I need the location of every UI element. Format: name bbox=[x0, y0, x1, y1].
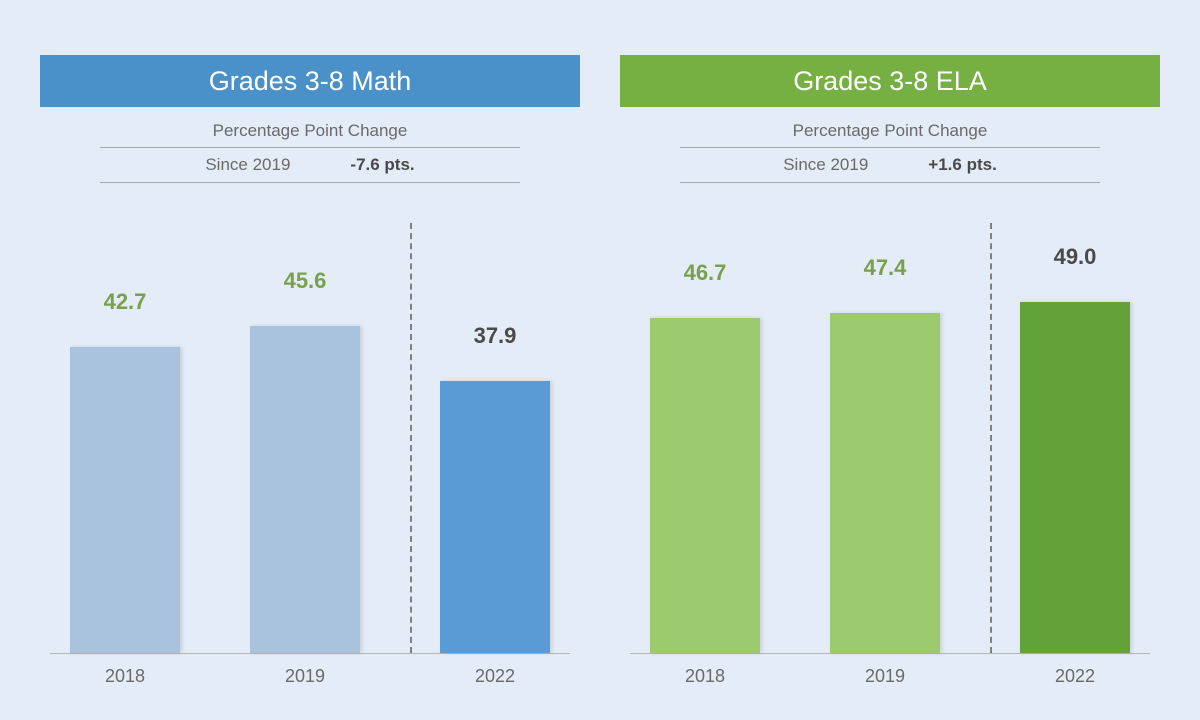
math-subtitle: Percentage Point Change bbox=[100, 121, 520, 147]
ela-subtitle: Percentage Point Change bbox=[680, 121, 1100, 147]
x-label-2019: 2019 bbox=[250, 666, 360, 687]
bar-2022 bbox=[440, 381, 550, 653]
bar-2018 bbox=[650, 318, 760, 653]
bar-value-2019: 47.4 bbox=[830, 255, 940, 281]
bar-2022 bbox=[1020, 302, 1130, 653]
ela-chart-area: 46.7 47.4 49.0 bbox=[630, 223, 1150, 654]
bar-value-2018: 46.7 bbox=[650, 260, 760, 286]
math-chart: 42.7 45.6 37.9 2018 2019 2022 bbox=[40, 223, 580, 690]
x-label-2018: 2018 bbox=[650, 666, 760, 687]
bar-value-2018: 42.7 bbox=[70, 289, 180, 315]
chart-divider bbox=[410, 223, 412, 653]
bar-value-2019: 45.6 bbox=[250, 268, 360, 294]
chart-divider bbox=[990, 223, 992, 653]
ela-change-block: Percentage Point Change Since 2019 +1.6 … bbox=[680, 121, 1100, 183]
x-label-2019: 2019 bbox=[830, 666, 940, 687]
bar-value-2022: 37.9 bbox=[440, 323, 550, 349]
x-label-2018: 2018 bbox=[70, 666, 180, 687]
bar-2019 bbox=[830, 313, 940, 653]
ela-change-row: Since 2019 +1.6 pts. bbox=[680, 147, 1100, 183]
math-chart-area: 42.7 45.6 37.9 bbox=[50, 223, 570, 654]
ela-since-label: Since 2019 bbox=[783, 155, 868, 175]
math-panel: Grades 3-8 Math Percentage Point Change … bbox=[40, 55, 580, 690]
x-label-2022: 2022 bbox=[1020, 666, 1130, 687]
math-change-block: Percentage Point Change Since 2019 -7.6 … bbox=[100, 121, 520, 183]
ela-change-value: +1.6 pts. bbox=[928, 155, 997, 175]
math-x-axis: 2018 2019 2022 bbox=[50, 660, 570, 690]
ela-chart: 46.7 47.4 49.0 2018 2019 2022 bbox=[620, 223, 1160, 690]
bar-value-2022: 49.0 bbox=[1020, 244, 1130, 270]
math-title-bar: Grades 3-8 Math bbox=[40, 55, 580, 107]
math-change-value: -7.6 pts. bbox=[350, 155, 414, 175]
x-label-2022: 2022 bbox=[440, 666, 550, 687]
math-since-label: Since 2019 bbox=[205, 155, 290, 175]
math-change-row: Since 2019 -7.6 pts. bbox=[100, 147, 520, 183]
ela-title-bar: Grades 3-8 ELA bbox=[620, 55, 1160, 107]
bar-2019 bbox=[250, 326, 360, 653]
ela-x-axis: 2018 2019 2022 bbox=[630, 660, 1150, 690]
bar-2018 bbox=[70, 347, 180, 653]
ela-panel: Grades 3-8 ELA Percentage Point Change S… bbox=[620, 55, 1160, 690]
